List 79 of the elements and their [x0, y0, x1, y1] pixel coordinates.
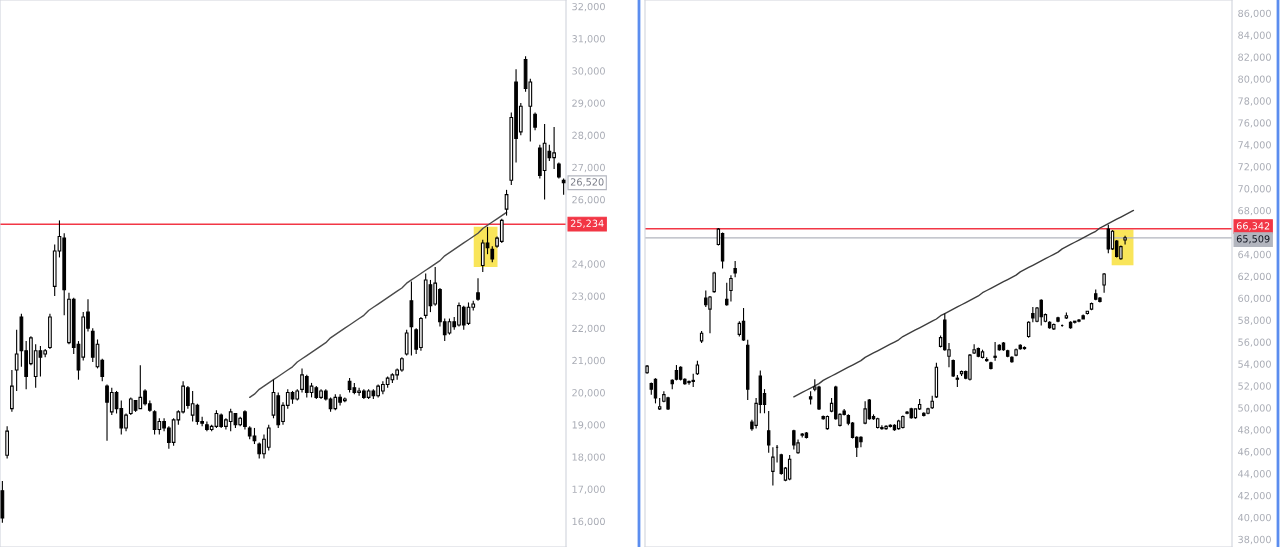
- candlestick: [504, 189, 509, 217]
- y-tick-label: 48,000: [1238, 426, 1271, 435]
- y-tick-label: 46,000: [1238, 448, 1271, 457]
- y-tick-label: 29,000: [572, 99, 605, 108]
- y-tick-label: 42,000: [1238, 491, 1271, 501]
- candlestick: [1039, 298, 1043, 327]
- y-tick-label: 40,000: [1238, 513, 1271, 523]
- y-tick-label: 82,000: [1238, 53, 1271, 62]
- candlestick: [195, 403, 200, 426]
- candlestick: [733, 260, 737, 278]
- y-tick-label: 76,000: [1238, 119, 1271, 128]
- candlestick: [152, 409, 157, 435]
- y-tick-label: 80,000: [1238, 75, 1271, 84]
- candlestick: [304, 374, 309, 398]
- y-tick-label: 78,000: [1238, 97, 1271, 106]
- y-tick-label: 20,000: [572, 389, 605, 398]
- ref-line-label: 65,509: [1236, 235, 1270, 244]
- candlestick: [867, 398, 872, 421]
- y-tick-label: 86,000: [1238, 9, 1271, 18]
- y-tick-label: 16,000: [572, 517, 605, 527]
- y-tick-label: 38,000: [1238, 535, 1271, 545]
- candlestick: [138, 364, 143, 410]
- candlestick: [817, 385, 821, 411]
- y-tick-label: 64,000: [1238, 250, 1271, 260]
- y-tick-label: 21,000: [572, 356, 605, 366]
- candlestick: [404, 329, 409, 357]
- y-tick-label: 74,000: [1238, 141, 1271, 150]
- candlestick: [266, 424, 271, 452]
- y-tick-label: 72,000: [1238, 163, 1271, 172]
- y-tick-label: 84,000: [1238, 31, 1271, 40]
- candlestick: [771, 446, 775, 487]
- y-tick-label: 54,000: [1238, 360, 1271, 369]
- candlestick: [461, 305, 466, 331]
- text: 26,520: [570, 178, 604, 187]
- candlestick: [729, 274, 733, 303]
- y-tick-label: 28,000: [572, 131, 605, 140]
- candlestick: [708, 295, 712, 334]
- y-tick-label: 58,000: [1238, 316, 1271, 325]
- y-tick-label: 26,000: [572, 195, 605, 205]
- candlestick: [653, 377, 658, 404]
- candlestick: [499, 218, 504, 244]
- candlestick: [109, 387, 114, 416]
- y-tick-label: 22,000: [572, 324, 605, 334]
- candlestick: [476, 277, 480, 302]
- y-tick-label: 62,000: [1238, 272, 1271, 282]
- candlestick: [428, 279, 433, 313]
- y-tick-label: 32,000: [572, 2, 605, 12]
- y-tick-label: 31,000: [572, 35, 605, 44]
- y-tick-label: 68,000: [1238, 206, 1271, 216]
- y-tick-label: 24,000: [572, 260, 605, 269]
- candlestick: [972, 343, 976, 355]
- candlestick: [14, 329, 19, 392]
- candlestick: [993, 341, 997, 362]
- line-series: [249, 211, 508, 399]
- y-tick-label: 60,000: [1238, 294, 1271, 303]
- candlestick: [687, 379, 691, 386]
- y-tick-label: 50,000: [1238, 404, 1271, 413]
- line-series: [793, 209, 1135, 398]
- ref-line-label: 25,234: [570, 219, 604, 228]
- y-tick-label: 19,000: [572, 421, 605, 430]
- candlestick: [766, 410, 771, 454]
- y-tick-label: 23,000: [572, 292, 605, 301]
- y-tick-label: 70,000: [1238, 185, 1271, 194]
- candlestick: [787, 454, 792, 481]
- candlestick: [480, 239, 485, 273]
- candlestick: [228, 408, 233, 432]
- y-tick-label: 30,000: [572, 67, 605, 76]
- candlestick: [859, 435, 863, 448]
- candlestick: [190, 390, 195, 423]
- candlestick: [38, 345, 43, 378]
- ref-line-label: 66,342: [1236, 222, 1270, 231]
- y-tick-label: 56,000: [1238, 338, 1271, 347]
- candlestick: [10, 369, 14, 413]
- y-tick-label: 18,000: [572, 453, 605, 462]
- y-tick-label: 17,000: [572, 485, 605, 494]
- y-tick-label: 27,000: [572, 163, 605, 173]
- candlestick: [1106, 224, 1111, 254]
- y-tick-label: 52,000: [1238, 382, 1271, 391]
- y-tick-label: 44,000: [1238, 470, 1271, 479]
